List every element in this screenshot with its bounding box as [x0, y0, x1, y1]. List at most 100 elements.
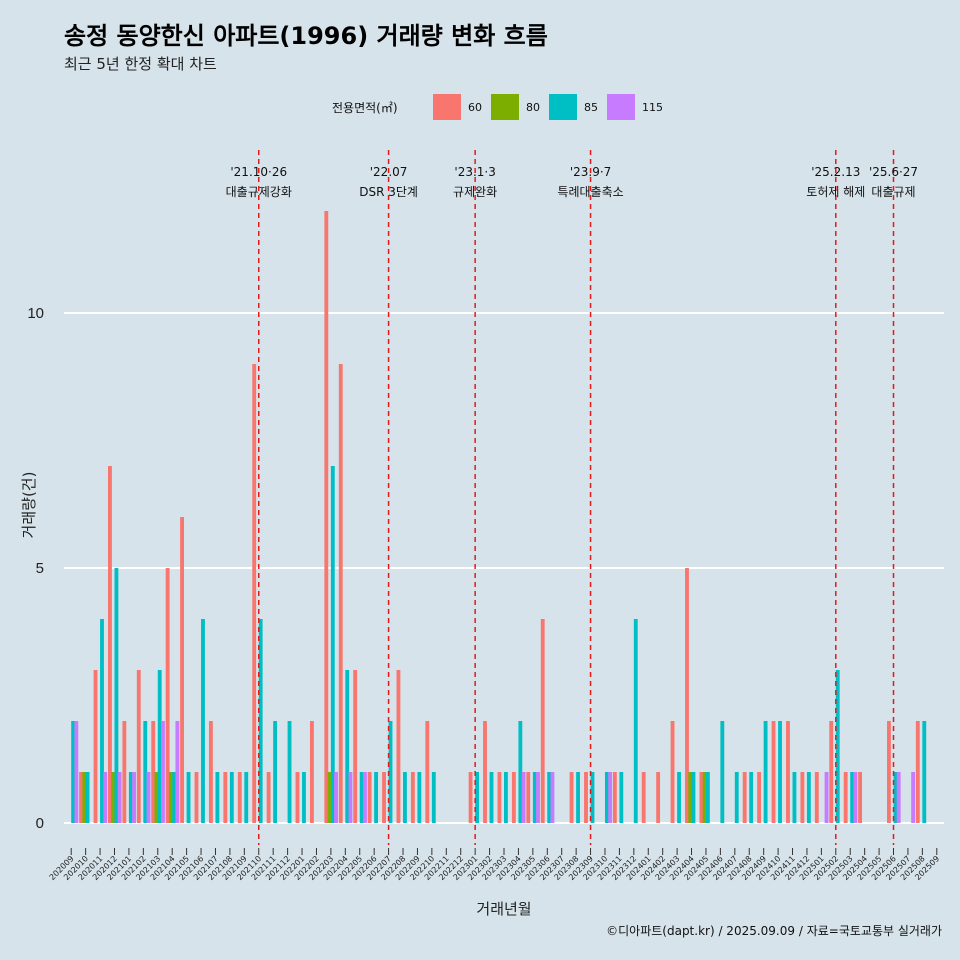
bar-202410-85 [778, 721, 782, 823]
bar-202012-115 [117, 772, 122, 823]
bar-202310-115 [608, 772, 613, 823]
bar-202311-60 [612, 772, 617, 823]
event-date: '25.2.13 [811, 165, 860, 179]
bar-202303-60 [497, 772, 502, 823]
event-date: '23.1·3 [454, 165, 495, 179]
event-date: '23.9·7 [570, 165, 611, 179]
bar-202508-85 [922, 721, 927, 823]
bar-202108-85 [229, 772, 234, 823]
event-label: 규제완화 [453, 185, 497, 199]
y-axis: 0 5 10 [27, 305, 44, 832]
event-date: '21.10·26 [230, 165, 287, 179]
bar-202506-115 [896, 772, 901, 823]
bar-202106-60 [194, 772, 199, 823]
bar-202404-85 [691, 772, 696, 823]
bar-202109-85 [244, 772, 249, 823]
event-label: DSR 3단계 [359, 185, 418, 199]
bar-202011-60 [93, 670, 98, 823]
bar-202412-60 [800, 772, 805, 823]
bar-202409-60 [757, 772, 762, 823]
bar-202501-115 [824, 772, 829, 823]
bar-202308-85 [576, 772, 580, 823]
event-label: 대출규제 [871, 185, 915, 199]
bar-202409-85 [763, 721, 768, 823]
bar-202205-85 [359, 772, 364, 823]
bar-202012-85 [114, 568, 119, 823]
bar-202203-85 [330, 466, 335, 823]
legend-title: 전용면적(㎡) [332, 101, 398, 115]
bar-202109-60 [237, 772, 242, 823]
bar-202209-85 [417, 772, 422, 823]
bar-202311-85 [619, 772, 624, 823]
bar-202403-85 [677, 772, 681, 823]
bar-202105-60 [180, 517, 184, 823]
bar-202305-85 [532, 772, 537, 823]
bar-202411-60 [786, 721, 790, 823]
events: '21.10·26 대출규제강화 '22.07 DSR 3단계 '23.1·3 규제완화 '… [226, 150, 918, 845]
bar-202102-85 [143, 721, 148, 823]
y-tick-label: 5 [36, 560, 44, 577]
bar-202303-85 [504, 772, 508, 823]
bar-202404-60 [685, 568, 689, 823]
bar-202103-115 [161, 721, 165, 823]
bar-202111-85 [273, 721, 278, 823]
legend-swatch-80 [491, 94, 519, 120]
bar-202010-60 [79, 772, 83, 823]
chart-subtitle: 최근 5년 한정 확대 차트 [64, 55, 217, 73]
bar-202412-85 [806, 772, 811, 823]
bar-202101-85 [128, 772, 133, 823]
bar-202111-60 [266, 772, 271, 823]
bar-202304-85 [518, 721, 523, 823]
bar-202204-60 [338, 364, 343, 823]
bar-202205-115 [362, 772, 367, 823]
bars [71, 211, 927, 823]
bar-202504-60 [858, 772, 863, 823]
bar-202405-80 [702, 772, 707, 823]
bar-202304-115 [521, 772, 526, 823]
bar-202207-60 [382, 772, 386, 823]
event-date: '22.07 [370, 165, 408, 179]
bar-202009-115 [74, 721, 79, 823]
bar-202203-80 [327, 772, 332, 823]
bar-202104-115 [175, 721, 180, 823]
bar-202012-60 [108, 466, 112, 823]
bar-202104-60 [165, 568, 170, 823]
y-tick-label: 0 [36, 815, 44, 832]
bar-202012-80 [111, 772, 116, 823]
x-axis: 2020092020102020112020122021012021022021… [48, 848, 941, 882]
bar-202305-115 [536, 772, 540, 823]
bar-202110-60 [252, 364, 257, 823]
bar-202203-115 [334, 772, 338, 823]
bar-202301-60 [468, 772, 473, 823]
bar-202404-80 [688, 772, 693, 823]
bar-202508-60 [915, 721, 920, 823]
legend-swatch-60 [433, 94, 461, 120]
bar-202110-85 [258, 619, 263, 823]
bar-202407-85 [734, 772, 739, 823]
bar-202107-85 [215, 772, 220, 823]
bar-202204-85 [345, 670, 350, 823]
bar-202503-60 [843, 772, 848, 823]
bar-202302-85 [489, 772, 494, 823]
bar-202204-115 [348, 772, 353, 823]
bar-202210-85 [431, 772, 436, 823]
bar-202309-60 [584, 772, 588, 823]
bar-202207-85 [388, 721, 393, 823]
bar-202506-60 [887, 721, 891, 823]
bar-202208-60 [396, 670, 401, 823]
legend-label: 85 [584, 101, 598, 114]
legend-label: 60 [468, 101, 482, 114]
legend-label: 115 [642, 101, 663, 114]
bar-202103-85 [157, 670, 162, 823]
bar-202011-115 [103, 772, 108, 823]
bar-202210-60 [425, 721, 430, 823]
bar-202502-60 [829, 721, 834, 823]
bar-202103-80 [154, 772, 159, 823]
bar-202309-85 [590, 772, 595, 823]
legend-swatch-115 [607, 94, 635, 120]
bar-202104-80 [168, 772, 173, 823]
bar-202507-115 [911, 772, 916, 823]
bar-202101-60 [122, 721, 127, 823]
bar-202405-85 [705, 772, 710, 823]
